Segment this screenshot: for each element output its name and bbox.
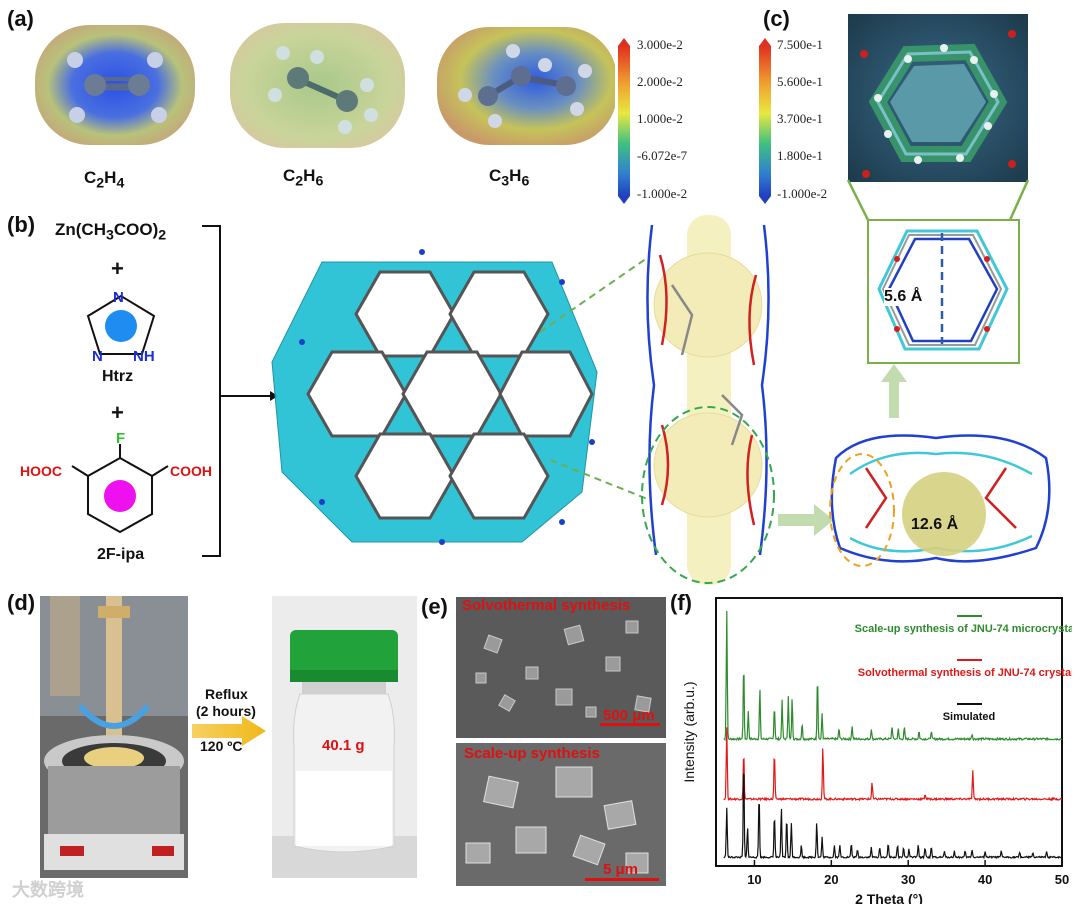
fipa-label: 2F-ipa: [97, 546, 145, 563]
sem-top-label: Solvothermal synthesis: [462, 597, 631, 614]
x-tick-label-50: 50: [1055, 872, 1069, 887]
mof-framework: [271, 249, 598, 545]
cage-channel: [641, 215, 775, 585]
fipa-hooc: HOOC: [20, 463, 62, 479]
cb-a-tick-5: -1.000e-2: [637, 186, 688, 201]
colorbar-a: [618, 38, 630, 204]
right-arrow: [778, 504, 834, 536]
panel-label-a: (a): [7, 6, 34, 31]
watermark-text: 大数跨境: [12, 880, 84, 900]
cb-c-tick-3: 3.700e-1: [777, 111, 823, 126]
x-tick-label-30: 30: [901, 872, 915, 887]
formula-c2h4: C2H4: [84, 168, 125, 192]
x-axis-label: 2 Theta (°): [855, 891, 923, 904]
cb-c-tick-2: 5.600e-1: [777, 74, 823, 89]
formula-c3h6: C3H6: [489, 166, 530, 190]
pore-size-label: 5.6 Å: [884, 288, 923, 306]
reflux-label: Reflux: [205, 686, 248, 702]
product-mass: 40.1 g: [322, 737, 365, 754]
sem-top-scale-bar: [600, 723, 660, 726]
htrz-nh: NH: [133, 348, 155, 365]
sem-bottom-scale-bar: [585, 878, 659, 881]
legend-label-3: Simulated: [943, 711, 996, 723]
pxrd-chart: 10 20 30 40 50 2 Theta (°) Intensity (arb.u.) S…: [681, 597, 1072, 904]
cb-c-tick-5: -1.000e-2: [777, 186, 828, 201]
panel-label-d: (d): [7, 590, 36, 615]
sem-top-scale-text: 500 μm: [603, 707, 655, 724]
panel-label-e: (e): [421, 594, 448, 619]
cb-a-tick-3: 1.000e-2: [637, 111, 683, 126]
plus-sign-1: +: [111, 256, 124, 281]
reflux-setup-photo: [40, 596, 188, 878]
reflux-temperature: 120 ºC: [200, 738, 243, 754]
series-trace-2: [723, 727, 1063, 802]
reaction-bracket: [202, 225, 278, 557]
sem-bottom-label: Scale-up synthesis: [464, 745, 600, 762]
pore-surface-render: [848, 14, 1028, 182]
htrz-n-left: N: [92, 348, 103, 365]
x-tick-label-20: 20: [824, 872, 838, 887]
fipa-structure: [71, 444, 169, 534]
cb-a-tick-2: 2.000e-2: [637, 74, 683, 89]
sem-bottom-scale-text: 5 μm: [603, 861, 639, 878]
fipa-fluorine: F: [116, 430, 126, 447]
legend-label-1: Scale-up synthesis of JNU-74 microcrysta…: [855, 623, 1072, 635]
zoom-connector: [846, 179, 1030, 221]
c3h6-surface: [437, 27, 615, 145]
cb-c-tick-4: 1.800e-1: [777, 148, 823, 163]
panel-label-b: (b): [7, 212, 36, 237]
zn-acetate-formula: Zn(CH3COO)2: [55, 220, 167, 244]
product-bottle-photo: [272, 596, 417, 878]
esp-surfaces: [35, 23, 615, 148]
formula-c2h6: C2H6: [283, 166, 324, 190]
htrz-label: Htrz: [102, 368, 134, 385]
plus-sign-2: +: [111, 400, 124, 425]
zoom-dashed-lines: [539, 255, 651, 501]
reflux-arrow: [192, 716, 266, 746]
htrz-structure: [86, 294, 156, 355]
panel-label-f: (f): [670, 590, 692, 615]
reflux-time: (2 hours): [196, 703, 256, 719]
cb-a-tick-4: -6.072e-7: [637, 148, 688, 163]
c2h6-surface: [230, 23, 405, 148]
cage-structure: [829, 434, 1051, 567]
series-trace-1: [723, 610, 1063, 742]
fipa-cooh: COOH: [170, 463, 212, 479]
x-tick-label-40: 40: [978, 872, 992, 887]
c2h4-surface: [35, 25, 195, 145]
cb-c-tick-1: 7.500e-1: [777, 37, 823, 52]
x-tick-label-10: 10: [747, 872, 761, 887]
panel-label-c: (c): [763, 6, 790, 31]
y-axis-label: Intensity (arb.u.): [681, 681, 697, 782]
colorbar-c: [759, 38, 771, 204]
sem-scaleup-image: [456, 743, 666, 886]
cb-a-tick-1: 3.000e-2: [637, 37, 683, 52]
legend-label-2: Solvothermal synthesis of JNU-74 crystal…: [858, 667, 1072, 679]
up-arrow: [881, 364, 907, 418]
sem-solvothermal-image: [456, 597, 666, 738]
htrz-n-top: N: [113, 289, 124, 306]
cage-size-label: 12.6 Å: [911, 516, 959, 533]
series-trace-3: [723, 773, 1063, 860]
plot-frame: [715, 597, 1063, 867]
